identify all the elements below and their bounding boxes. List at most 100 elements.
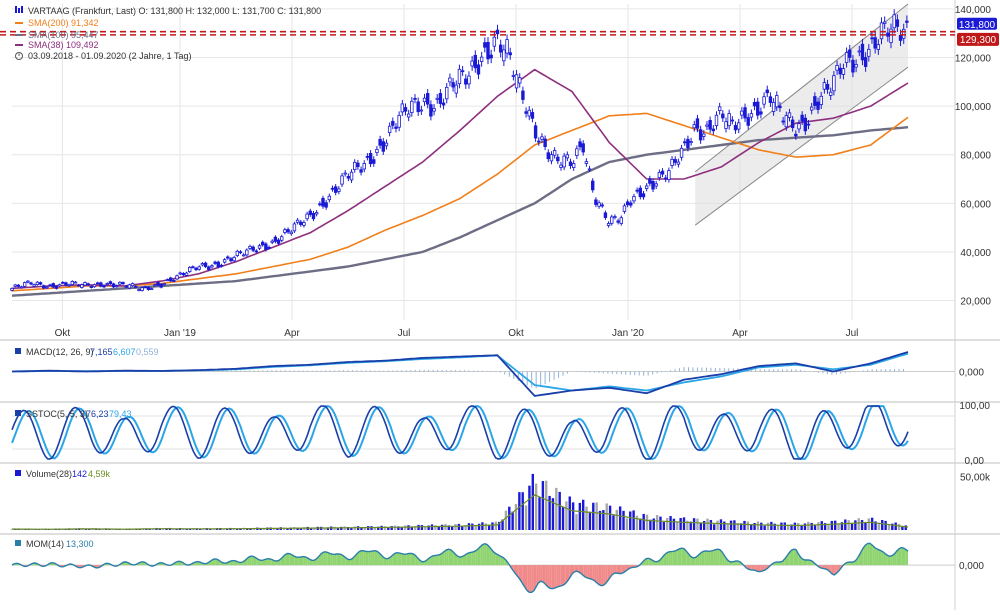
mom-icon: [15, 540, 21, 546]
candle-body: [779, 106, 782, 108]
candle-body: [515, 75, 518, 88]
volume-bar: [800, 526, 802, 530]
candle-body: [226, 257, 229, 258]
mom-area-segment: [619, 565, 621, 573]
volume-bar: [794, 523, 796, 530]
candle-body: [785, 116, 788, 127]
volume-legend-name: Volume(28): [26, 469, 72, 479]
candle-body: [401, 104, 404, 112]
candle-body: [671, 159, 674, 165]
candle-body: [664, 178, 667, 179]
candle-body: [848, 50, 851, 57]
mom-area-segment: [303, 557, 305, 566]
candle-body: [68, 285, 71, 286]
candle-body: [344, 173, 347, 174]
mom-area-segment: [471, 552, 473, 565]
volume-bar: [575, 514, 577, 530]
volume-bar: [679, 518, 681, 530]
candle-body: [430, 105, 433, 116]
volume-bar: [834, 521, 836, 530]
mom-area-segment: [682, 548, 684, 565]
volume-bar: [542, 481, 544, 530]
candle-body: [420, 110, 423, 111]
macd-signal-line: [12, 354, 908, 391]
candle-body: [290, 232, 293, 234]
candle-body: [798, 124, 801, 129]
mom-area-segment: [677, 549, 679, 565]
mom-area-segment: [899, 548, 901, 566]
candle-body: [369, 153, 372, 163]
candle-body: [252, 247, 255, 250]
mom-area-segment: [706, 551, 708, 565]
candle-body: [569, 162, 572, 166]
mom-area-segment: [527, 565, 529, 592]
mom-area-segment: [444, 550, 446, 565]
mom-area-segment: [702, 551, 704, 565]
volume-bar: [814, 525, 816, 530]
candle-body: [166, 280, 169, 281]
mom-area-segment: [545, 565, 547, 586]
candle-body: [855, 64, 858, 67]
volume-bar: [642, 514, 644, 530]
mom-legend-name: MOM(14): [26, 539, 64, 549]
mom-area-segment: [449, 549, 451, 565]
candle-body: [280, 237, 283, 241]
candle-body: [810, 107, 813, 110]
x-tick-label: Jan '20: [612, 328, 644, 339]
candle-body: [464, 79, 467, 84]
candle-body: [274, 237, 277, 241]
mom-area-segment: [868, 543, 870, 565]
candle-body: [144, 287, 147, 288]
volume-bar: [612, 515, 614, 530]
candle-body: [214, 262, 217, 263]
mom-area-segment: [559, 565, 561, 587]
candle-body: [747, 118, 750, 126]
mom-area-segment: [482, 544, 484, 565]
candle-body: [242, 255, 245, 256]
volume-bar: [733, 520, 735, 530]
volume-bar: [619, 506, 621, 530]
candle-body: [471, 61, 474, 66]
candle-body: [23, 283, 26, 287]
candle-body: [791, 120, 794, 128]
volume-bar: [555, 488, 557, 530]
mom-area-segment: [718, 549, 720, 565]
candle-body: [452, 83, 455, 87]
candle-body: [775, 96, 778, 107]
candle-body: [668, 171, 671, 180]
candle-body: [207, 267, 210, 270]
candle-body: [49, 285, 52, 286]
mom-area-segment: [339, 554, 341, 565]
y-tick-label: 100,000: [955, 102, 992, 113]
candle-body: [458, 69, 461, 83]
mom-area-segment: [881, 551, 883, 565]
volume-bar: [508, 507, 510, 530]
candle-body: [706, 125, 709, 126]
candle-body: [699, 130, 702, 140]
candle-body: [176, 276, 179, 279]
candle-body: [36, 282, 39, 284]
volume-bar: [579, 503, 581, 530]
mom-area-segment: [330, 554, 332, 566]
candle-body: [265, 244, 268, 250]
mom-area-segment: [359, 551, 361, 565]
volume-bar: [515, 504, 517, 530]
candle-body: [150, 289, 153, 290]
candle-body: [303, 222, 306, 225]
candle-body: [271, 241, 274, 242]
mom-area-segment: [299, 557, 301, 565]
volume-bar: [606, 503, 608, 530]
volume-bar: [750, 525, 752, 530]
candle-body: [861, 44, 864, 60]
mom-area-segment: [554, 565, 556, 588]
volume-bar: [511, 512, 513, 530]
volume-bar: [434, 525, 436, 530]
candle-body: [296, 220, 299, 222]
candle-body: [652, 181, 655, 189]
candle-body: [658, 172, 661, 177]
mom-area-segment: [675, 550, 677, 565]
candle-body: [544, 139, 547, 147]
volume-bar: [817, 522, 819, 530]
volume-bar: [753, 523, 755, 530]
price-pane: 20,00040,00060,00080,000100,000120,00014…: [0, 4, 999, 339]
